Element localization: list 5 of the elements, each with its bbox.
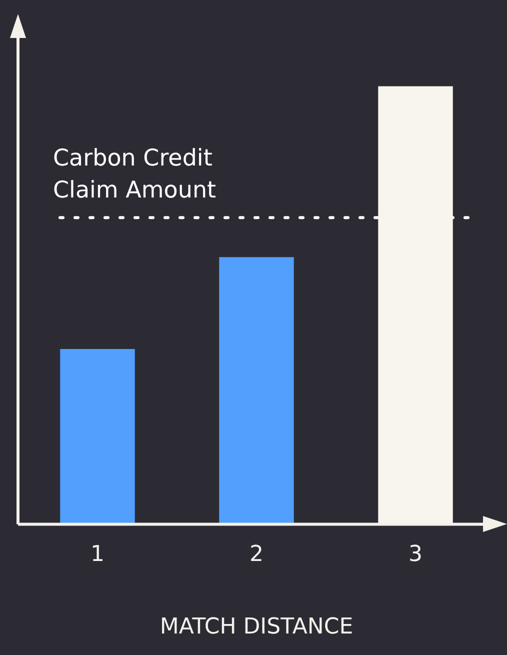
ref-line-label: Carbon Credit Claim Amount — [53, 146, 216, 204]
x-axis-title: MATCH DISTANCE — [160, 614, 354, 640]
x-tick-label: 1 — [90, 542, 104, 568]
x-tick-label: 2 — [250, 542, 264, 568]
x-tick-label: 3 — [408, 542, 422, 568]
